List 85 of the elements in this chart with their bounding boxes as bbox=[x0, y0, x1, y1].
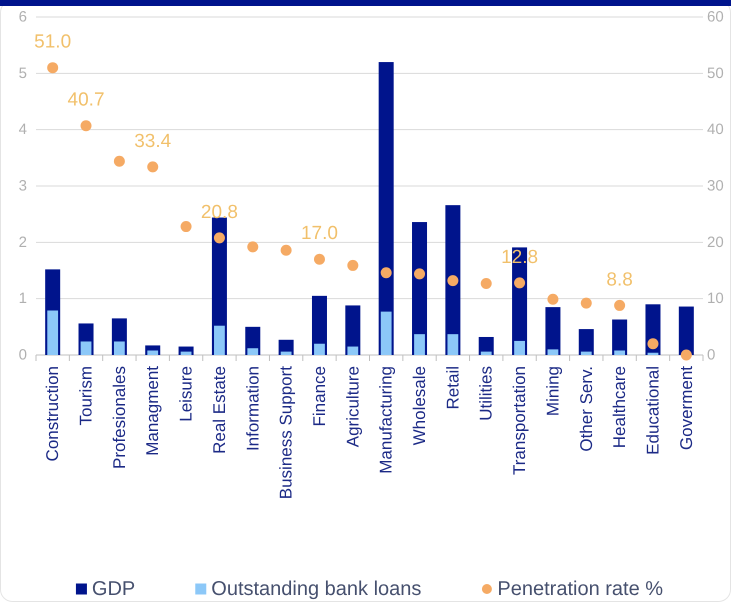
bar bbox=[447, 334, 458, 355]
legend-label: Outstanding bank loans bbox=[211, 578, 422, 600]
x-tick-label: Agriculture bbox=[343, 366, 362, 448]
point bbox=[414, 268, 426, 280]
x-tick-label: Real Estate bbox=[210, 366, 229, 454]
y2-tick-label: 60 bbox=[707, 8, 724, 26]
x-tick-label: Leisure bbox=[176, 366, 196, 422]
y-tick-label: 0 bbox=[18, 346, 27, 364]
bar bbox=[578, 329, 594, 355]
legend-label: GDP bbox=[92, 578, 136, 600]
x-tick-label: Tourism bbox=[76, 366, 96, 426]
bar bbox=[514, 340, 525, 355]
point bbox=[380, 267, 392, 278]
point bbox=[314, 254, 325, 265]
point bbox=[480, 278, 492, 289]
point bbox=[447, 275, 458, 286]
point bbox=[580, 298, 592, 309]
data-label: 51.0 bbox=[34, 32, 72, 53]
y2-tick-label: 40 bbox=[707, 121, 724, 138]
y-tick-label: 6 bbox=[18, 8, 27, 26]
x-tick-label: Profesionales bbox=[110, 366, 129, 470]
bar bbox=[612, 320, 628, 355]
x-tick-label: Mining bbox=[543, 366, 562, 416]
data-label: 17.0 bbox=[300, 223, 338, 244]
x-tick-label: Other Serv. bbox=[576, 366, 596, 452]
y2-tick-label: 20 bbox=[707, 234, 724, 251]
legend-label: Penetration rate % bbox=[497, 578, 664, 600]
x-tick-label: Information bbox=[243, 366, 262, 452]
x-tick-label: Transportation bbox=[510, 366, 530, 475]
bar bbox=[580, 352, 592, 355]
x-tick-label: Business Support bbox=[276, 366, 296, 500]
bar bbox=[545, 307, 560, 355]
point bbox=[47, 62, 58, 74]
bar bbox=[314, 344, 325, 355]
point bbox=[114, 156, 125, 167]
bar bbox=[80, 341, 92, 355]
y2-tick-label: 10 bbox=[707, 290, 724, 308]
point bbox=[80, 120, 92, 132]
bar bbox=[414, 334, 425, 355]
point bbox=[680, 350, 692, 360]
point bbox=[347, 260, 358, 271]
x-tick-label: Finance bbox=[310, 366, 329, 426]
x-tick-label: Retail bbox=[443, 366, 462, 410]
x-tick-label: Utilities bbox=[476, 366, 496, 421]
bar bbox=[480, 352, 492, 355]
data-label: 8.8 bbox=[606, 269, 633, 290]
x-tick-label: Construction bbox=[43, 366, 62, 462]
y2-tick-label: 0 bbox=[707, 346, 716, 364]
point bbox=[214, 232, 225, 244]
x-tick-label: Educational bbox=[643, 366, 662, 455]
data-label: 40.7 bbox=[68, 90, 105, 111]
bar bbox=[548, 349, 558, 355]
y-tick-label: 3 bbox=[18, 178, 27, 194]
y2-tick-label: 50 bbox=[707, 64, 724, 82]
point bbox=[614, 300, 626, 311]
bar bbox=[147, 350, 158, 355]
bar bbox=[380, 312, 392, 355]
point bbox=[180, 221, 192, 232]
x-tick-label: Managment bbox=[143, 366, 162, 456]
y2-tick-label: 30 bbox=[707, 178, 724, 194]
y-tick-label: 1 bbox=[18, 290, 27, 308]
point bbox=[147, 161, 158, 172]
point bbox=[247, 241, 258, 252]
bar bbox=[47, 310, 58, 355]
data-label: 20.8 bbox=[200, 202, 238, 223]
y-tick-label: 4 bbox=[18, 121, 27, 138]
point bbox=[514, 277, 526, 288]
bar bbox=[214, 326, 225, 355]
bar bbox=[347, 346, 358, 355]
x-tick-label: Goverment bbox=[676, 366, 696, 450]
bar bbox=[247, 348, 258, 355]
x-tick-label: Wholesale bbox=[410, 366, 430, 446]
y-tick-label: 2 bbox=[18, 234, 27, 251]
point bbox=[547, 294, 558, 305]
bar bbox=[114, 341, 125, 355]
bar bbox=[280, 352, 292, 355]
x-tick-label: Manufacturing bbox=[376, 366, 396, 474]
bar bbox=[678, 306, 694, 355]
point bbox=[647, 338, 658, 350]
bar bbox=[180, 352, 192, 355]
x-tick-label: Healthcare bbox=[610, 366, 630, 448]
bar bbox=[614, 350, 626, 355]
data-label: 33.4 bbox=[134, 130, 172, 152]
point bbox=[280, 244, 292, 256]
y-tick-label: 5 bbox=[18, 64, 27, 82]
